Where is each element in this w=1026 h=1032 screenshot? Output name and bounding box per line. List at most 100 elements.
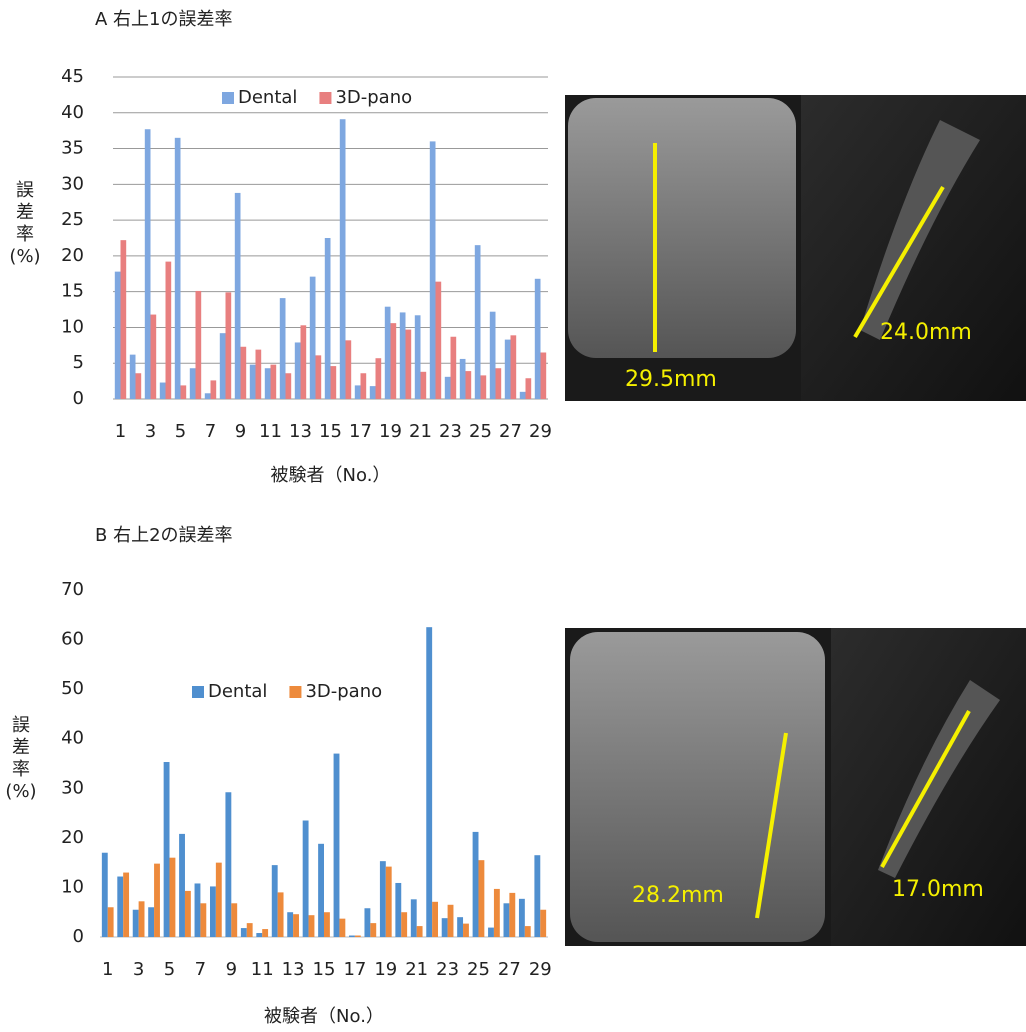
y-tick-label: 15 [61,281,84,302]
x-tick-label: 27 [499,421,522,442]
y-tick-label: 10 [61,876,84,897]
bar [349,936,355,937]
bar [211,380,217,399]
bar [540,910,546,937]
bar [303,821,309,937]
bar [324,912,330,937]
bar [115,272,121,399]
chart-title: A 右上1の誤差率 [95,9,233,30]
bar [473,832,479,937]
bar [460,359,466,399]
bar [432,902,438,937]
bar [340,119,346,399]
bar [190,368,196,399]
bar [301,325,307,399]
bar [205,393,211,399]
x-tick-label: 21 [405,959,428,980]
bar [463,924,469,937]
bar [154,864,160,937]
bar [451,337,457,399]
legend-label: 3D-pano [335,87,412,108]
y-tick-label: 20 [61,827,84,848]
bar [196,291,202,399]
bar [272,865,278,937]
chart-title: B 右上2の誤差率 [95,525,233,546]
bar [102,853,108,937]
bar [262,929,268,937]
x-tick-label: 23 [439,421,462,442]
legend-label: 3D-pano [305,681,382,702]
bar [535,279,541,399]
bar [241,347,247,399]
bar [250,365,256,399]
bar [151,315,157,399]
bar [346,340,352,399]
bar [534,855,540,937]
bar [339,919,345,937]
bar [496,368,502,399]
bar [355,936,361,937]
bar [370,923,376,937]
bar [256,933,262,937]
legend-swatch [192,686,204,698]
bar [241,928,247,937]
x-tick-label: 5 [175,421,186,442]
bar [293,914,299,937]
bar [415,315,421,399]
bar [247,923,253,937]
bar [391,323,397,399]
y-tick-label: 30 [61,777,84,798]
bar [364,908,370,937]
bar [175,138,181,399]
bar [179,834,185,937]
bar [519,899,525,937]
bar [421,372,427,399]
y-tick-label: 40 [61,728,84,749]
bar [445,377,451,399]
bar [216,863,222,937]
x-tick-label: 9 [226,959,237,980]
bar [181,385,187,399]
bar [117,877,123,937]
y-tick-label: 25 [61,209,84,230]
y-tick-label: 45 [61,66,84,87]
x-tick-label: 1 [102,959,113,980]
bar [448,905,454,937]
bar [490,312,496,399]
bar [504,903,510,937]
bar [411,899,417,937]
x-tick-label: 15 [319,421,342,442]
legend-swatch [319,92,331,104]
bar [123,873,129,937]
bar [370,386,376,399]
bar [466,371,472,399]
bar [520,392,526,399]
bar [310,277,316,399]
bar [278,892,284,937]
bar [136,373,142,399]
bar [185,891,191,937]
x-tick-label: 19 [379,421,402,442]
bar [166,262,172,399]
y-axis-title: 誤差率(%) [4,715,38,803]
x-tick-label: 27 [498,959,521,980]
y-tick-label: 40 [61,102,84,123]
x-tick-label: 19 [374,959,397,980]
bar [395,883,401,937]
x-tick-label: 21 [409,421,432,442]
bar [271,365,277,399]
x-tick-label: 11 [259,421,282,442]
y-tick-label: 0 [73,926,84,947]
bar [376,358,382,399]
bar [160,383,166,399]
bar [526,378,532,399]
legend-label: Dental [208,681,267,702]
legend-swatch [222,92,234,104]
bar [488,928,494,937]
bar [309,915,315,937]
x-tick-label: 13 [282,959,305,980]
x-tick-label: 23 [436,959,459,980]
bar [133,910,139,937]
y-tick-label: 20 [61,245,84,266]
bar [148,907,154,937]
